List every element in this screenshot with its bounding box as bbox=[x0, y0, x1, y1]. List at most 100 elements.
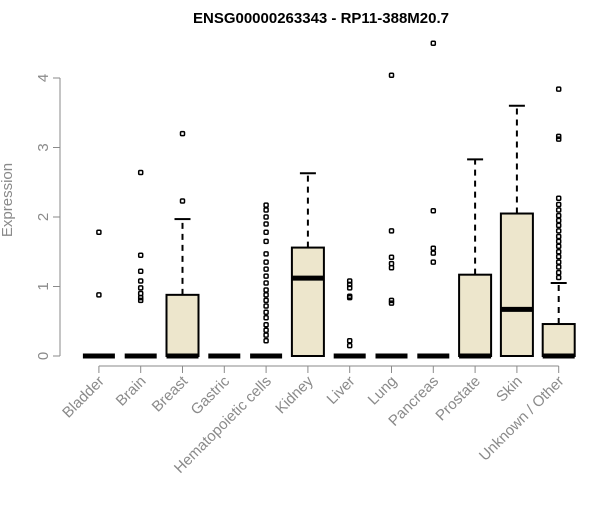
outlier-point bbox=[555, 86, 562, 92]
outlier-point bbox=[555, 233, 562, 240]
outlier-point bbox=[263, 251, 269, 257]
outlier-point bbox=[388, 254, 395, 261]
box-liver bbox=[333, 278, 366, 359]
outlier-point bbox=[430, 40, 437, 46]
outlier-point bbox=[263, 332, 269, 338]
x-tick-label: Bladder bbox=[59, 373, 108, 422]
box-skin bbox=[499, 104, 534, 357]
x-tick-label: Brain bbox=[113, 373, 150, 410]
y-tick-label: 1 bbox=[35, 282, 52, 290]
outlier-point bbox=[263, 229, 269, 236]
outlier-point bbox=[555, 243, 562, 249]
box-iqr bbox=[290, 246, 325, 357]
outlier-point bbox=[555, 259, 562, 265]
outlier-point bbox=[263, 303, 269, 309]
outlier-point bbox=[263, 259, 269, 265]
x-tick-label: Breast bbox=[149, 372, 192, 415]
chart-title: ENSG00000263343 - RP11-388M20.7 bbox=[193, 10, 449, 27]
outlier-point bbox=[388, 300, 395, 306]
outlier-point bbox=[263, 273, 269, 279]
outlier-point bbox=[263, 309, 269, 315]
outlier-point bbox=[430, 250, 437, 256]
outlier-point bbox=[263, 287, 269, 293]
outlier-point bbox=[263, 207, 269, 213]
outlier-point bbox=[555, 133, 562, 140]
box-iqr bbox=[165, 293, 200, 357]
x-tick-label: Liver bbox=[324, 373, 359, 408]
outlier-point bbox=[137, 278, 144, 284]
outlier-point bbox=[430, 245, 437, 252]
y-axis-label: Expression bbox=[0, 163, 16, 237]
outlier-point bbox=[137, 297, 144, 304]
outlier-point bbox=[388, 297, 395, 304]
y-tick-label: 2 bbox=[35, 213, 52, 221]
outlier-point bbox=[388, 264, 395, 271]
outlier-point bbox=[263, 238, 269, 245]
outlier-point bbox=[555, 201, 562, 208]
outlier-point bbox=[137, 268, 144, 274]
outlier-point bbox=[388, 228, 395, 234]
x-tick-label: Kidney bbox=[272, 372, 317, 417]
outlier-point bbox=[137, 169, 144, 176]
outlier-point bbox=[430, 207, 437, 214]
outlier-point bbox=[263, 297, 269, 304]
box-lung bbox=[375, 72, 408, 359]
outlier-point bbox=[555, 269, 562, 276]
outlier-point bbox=[388, 260, 395, 267]
outlier-point bbox=[555, 222, 562, 229]
outlier-point bbox=[263, 321, 269, 328]
outlier-point bbox=[137, 252, 144, 258]
outlier-point bbox=[430, 259, 437, 265]
outlier-point bbox=[555, 136, 562, 142]
outlier-point bbox=[263, 266, 269, 272]
outlier-point bbox=[555, 274, 562, 281]
outlier-point bbox=[179, 198, 186, 204]
box-prostate bbox=[458, 158, 493, 359]
outlier-point bbox=[555, 253, 562, 260]
outlier-point bbox=[346, 294, 353, 301]
x-tick-label: Prostate bbox=[432, 373, 484, 425]
y-tick-label: 4 bbox=[35, 74, 52, 82]
outlier-point bbox=[346, 337, 353, 344]
outlier-point bbox=[555, 228, 562, 234]
outlier-point bbox=[555, 195, 562, 201]
x-tick-label: Lung bbox=[365, 373, 401, 409]
box-series bbox=[82, 40, 576, 359]
outlier-point bbox=[263, 280, 269, 286]
y-tick-label: 0 bbox=[35, 352, 52, 360]
box-pancreas bbox=[417, 40, 450, 359]
outlier-point bbox=[346, 342, 353, 349]
outlier-point bbox=[263, 292, 269, 298]
y-axis: 0 1 2 3 4 bbox=[35, 74, 61, 360]
box-breast bbox=[165, 130, 200, 359]
outlier-point bbox=[555, 212, 562, 219]
outlier-point bbox=[346, 285, 353, 291]
outlier-point bbox=[137, 285, 144, 291]
outlier-point bbox=[388, 72, 395, 78]
outlier-point bbox=[137, 290, 144, 297]
outlier-point bbox=[263, 214, 269, 220]
outlier-point bbox=[263, 221, 269, 227]
box-unknown-other bbox=[541, 86, 576, 359]
outlier-point bbox=[555, 207, 562, 213]
outlier-point bbox=[179, 130, 186, 137]
outlier-point bbox=[263, 327, 269, 334]
outlier-point bbox=[555, 217, 562, 224]
outlier-point bbox=[263, 202, 269, 208]
box-iqr bbox=[458, 273, 493, 357]
outlier-point bbox=[96, 229, 102, 236]
outlier-point bbox=[137, 294, 144, 301]
box-brain bbox=[124, 169, 157, 359]
box-kidney bbox=[290, 172, 325, 357]
outlier-point bbox=[263, 315, 269, 321]
box-bladder bbox=[82, 229, 115, 359]
x-tick-label: Skin bbox=[493, 373, 526, 406]
outlier-point bbox=[555, 264, 562, 270]
outlier-point bbox=[96, 292, 102, 298]
box-hematopoietic-cells bbox=[250, 202, 283, 359]
outlier-point bbox=[555, 238, 562, 245]
box-iqr bbox=[499, 212, 534, 357]
